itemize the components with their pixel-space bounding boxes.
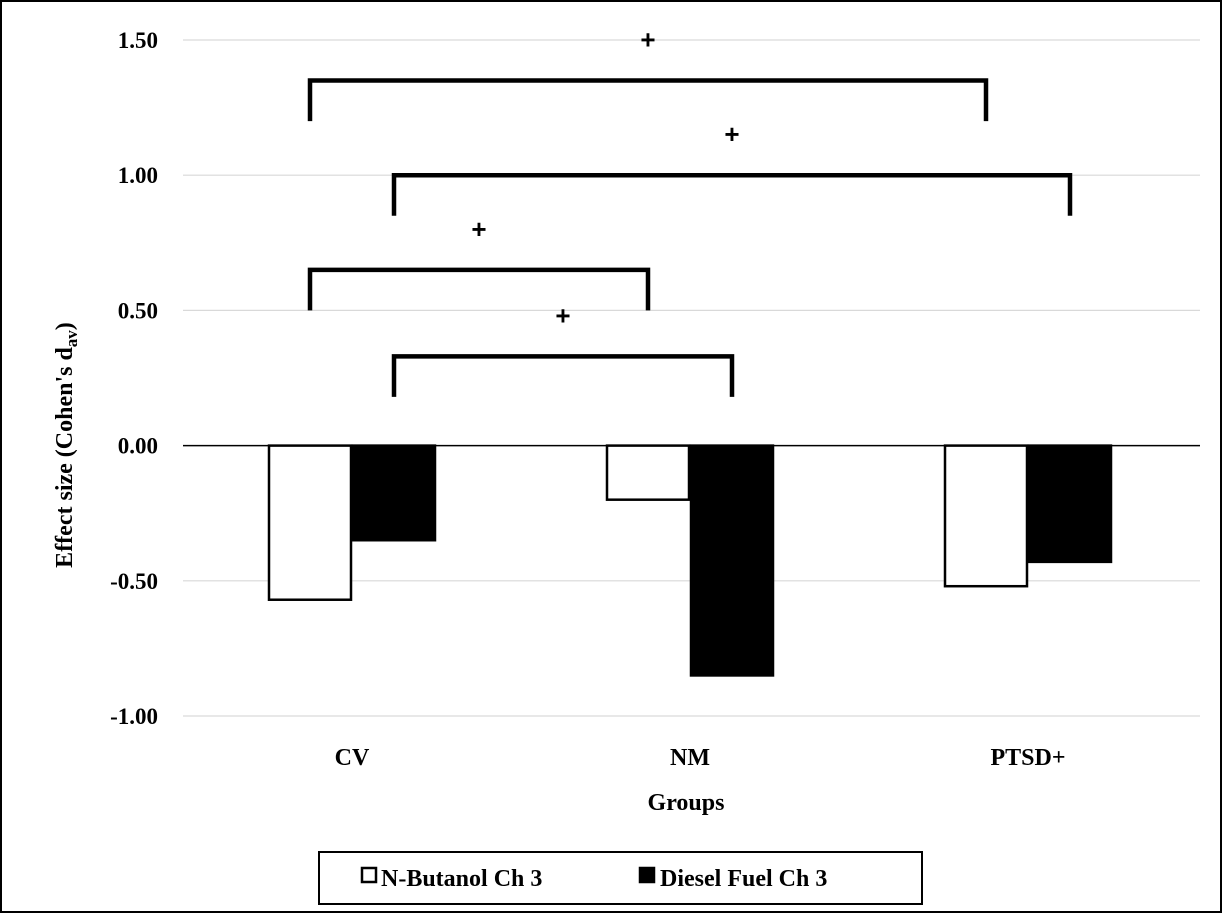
bar xyxy=(267,444,353,601)
legend: N-Butanol Ch 3 Diesel Fuel Ch 3 xyxy=(318,851,923,905)
y-tick-labels: 1.50 1.00 0.50 0.00 -0.50 -1.00 xyxy=(110,28,158,729)
significance-bracket xyxy=(391,172,1073,216)
significance-marker: + xyxy=(471,214,486,244)
bar xyxy=(351,444,437,542)
bars xyxy=(267,444,1113,677)
y-tick-label: 0.00 xyxy=(118,434,158,459)
legend-box xyxy=(318,851,923,905)
y-axis-title-subscript: av xyxy=(62,330,81,348)
significance-bracket xyxy=(391,354,735,397)
significance-marker: + xyxy=(555,300,570,330)
category-label: CV xyxy=(335,745,370,771)
significance-marker: + xyxy=(640,25,655,55)
significance-bracket xyxy=(307,267,651,311)
legend-label: N-Butanol Ch 3 xyxy=(381,866,542,892)
y-tick-label: -1.00 xyxy=(110,704,158,729)
y-tick-label: 0.50 xyxy=(118,298,158,323)
legend-swatch xyxy=(638,866,656,884)
y-axis-title: Effect size (Cohen's dav) xyxy=(52,322,81,568)
y-axis-title-close: ) xyxy=(52,322,78,330)
bar xyxy=(605,444,691,501)
legend-label: Diesel Fuel Ch 3 xyxy=(660,866,827,892)
category-label: PTSD+ xyxy=(990,745,1065,771)
y-tick-label: 1.50 xyxy=(118,28,158,53)
category-labels: CV NM PTSD+ xyxy=(335,745,1066,771)
category-label: NM xyxy=(670,745,710,771)
bar xyxy=(689,444,775,677)
significance-bracket xyxy=(307,78,989,122)
y-axis-title-main: Effect size (Cohen's d xyxy=(52,347,78,568)
bar xyxy=(1027,444,1113,564)
bar xyxy=(943,444,1029,588)
x-axis-title: Groups xyxy=(648,790,725,816)
significance-brackets: + + + + xyxy=(307,25,1073,397)
y-tick-label: 1.00 xyxy=(118,163,158,188)
significance-marker: + xyxy=(724,119,739,149)
legend-swatch xyxy=(360,866,378,884)
y-tick-label: -0.50 xyxy=(110,569,158,594)
